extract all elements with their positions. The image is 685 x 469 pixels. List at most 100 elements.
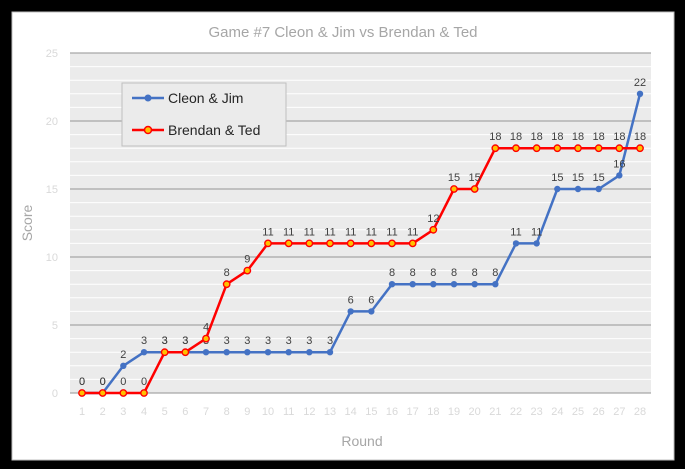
data-label: 18	[551, 131, 563, 143]
data-label: 0	[120, 376, 126, 388]
data-point	[222, 280, 231, 289]
data-point	[409, 281, 416, 288]
y-tick-label: 20	[46, 116, 58, 128]
data-label: 15	[469, 172, 481, 184]
series-line	[82, 146, 640, 395]
data-label: 3	[162, 335, 168, 347]
data-label: 11	[366, 226, 377, 238]
data-point	[574, 144, 582, 153]
data-label: 11	[262, 226, 273, 238]
data-label: 16	[613, 158, 625, 170]
x-tick-label: 16	[386, 406, 398, 418]
x-tick-label: 5	[162, 406, 168, 418]
data-point	[264, 349, 272, 356]
data-point	[594, 144, 603, 153]
y-tick-label: 5	[52, 320, 58, 332]
x-tick-label: 9	[244, 406, 250, 418]
data-label: 0	[100, 376, 106, 388]
data-point	[160, 348, 169, 357]
data-point	[636, 144, 644, 153]
y-tick-label: 15	[46, 184, 58, 196]
data-point	[615, 144, 624, 153]
y-tick-label: 10	[46, 252, 58, 264]
x-tick-label: 3	[120, 406, 126, 418]
x-tick-label: 15	[365, 406, 377, 418]
data-label: 11	[304, 226, 315, 238]
data-label: 6	[368, 294, 374, 306]
data-label: 3	[141, 335, 147, 347]
data-point	[140, 349, 148, 356]
data-label: 18	[510, 131, 522, 143]
data-point	[491, 144, 500, 153]
data-point	[347, 308, 354, 315]
data-point	[367, 239, 376, 248]
data-point	[326, 239, 334, 248]
data-label: 12	[427, 213, 439, 225]
data-point	[574, 185, 582, 193]
data-point	[346, 239, 355, 248]
legend-marker-brendan-ted	[143, 125, 153, 135]
data-point	[202, 349, 210, 356]
data-point	[533, 240, 540, 247]
data-point	[532, 144, 541, 153]
data-label: 8	[389, 267, 395, 279]
x-tick-label: 23	[531, 406, 543, 418]
data-label: 3	[306, 335, 312, 347]
data-label: 18	[593, 131, 605, 143]
x-tick-label: 7	[203, 406, 209, 418]
data-label: 15	[593, 172, 605, 184]
data-point	[223, 349, 230, 356]
data-label: 8	[451, 267, 457, 279]
x-tick-label: 20	[469, 406, 481, 418]
legend-marker-cleon-jim	[144, 94, 152, 102]
x-tick-label: 11	[283, 406, 294, 418]
data-label: 0	[141, 376, 147, 388]
data-label: 15	[572, 172, 584, 184]
data-label: 22	[634, 77, 646, 89]
series-0: 00233333333336688888811111515151622	[78, 77, 646, 397]
x-tick-label: 22	[510, 406, 522, 418]
data-point	[244, 349, 251, 356]
data-label: 3	[286, 335, 292, 347]
legend-label-cleon-jim: Cleon & Jim	[168, 90, 243, 106]
data-point	[78, 389, 86, 397]
data-label: 3	[182, 335, 188, 347]
data-label: 3	[182, 335, 188, 347]
data-label: 11	[407, 226, 418, 238]
x-tick-label: 1	[79, 406, 85, 418]
data-label: 18	[613, 131, 625, 143]
data-point	[554, 185, 561, 193]
data-point	[471, 281, 478, 288]
data-point	[264, 239, 272, 248]
y-tick-label: 0	[52, 388, 58, 400]
y-tick-label: 25	[46, 48, 58, 60]
data-label: 3	[265, 335, 271, 347]
data-label: 8	[492, 267, 498, 279]
data-point	[595, 185, 602, 193]
data-label: 8	[224, 267, 230, 279]
data-label: 15	[551, 172, 563, 184]
y-axis-label: Score	[19, 205, 35, 242]
data-point	[450, 281, 458, 288]
data-point	[140, 389, 148, 397]
data-label: 11	[531, 226, 542, 238]
data-point	[512, 240, 520, 247]
data-label: 8	[430, 267, 436, 279]
x-tick-label: 27	[613, 406, 625, 418]
data-label: 4	[203, 322, 209, 334]
data-point	[120, 362, 127, 369]
data-point	[243, 266, 252, 275]
data-point	[368, 308, 375, 315]
x-tick-label: 14	[345, 406, 357, 418]
data-point	[430, 281, 437, 288]
x-tick-label: 26	[593, 406, 605, 418]
x-axis-ticks: 1 2 3 4 5 6 7 8 9 10 11 12 13 14 15 16 17 18 19 20 21 22 23 24 2…	[79, 406, 646, 418]
x-tick-label: 6	[182, 406, 188, 418]
data-point	[202, 334, 210, 343]
x-tick-label: 18	[427, 406, 439, 418]
data-point	[450, 185, 458, 193]
data-label: 0	[79, 376, 85, 388]
legend-label-brendan-ted: Brendan & Ted	[168, 122, 260, 138]
